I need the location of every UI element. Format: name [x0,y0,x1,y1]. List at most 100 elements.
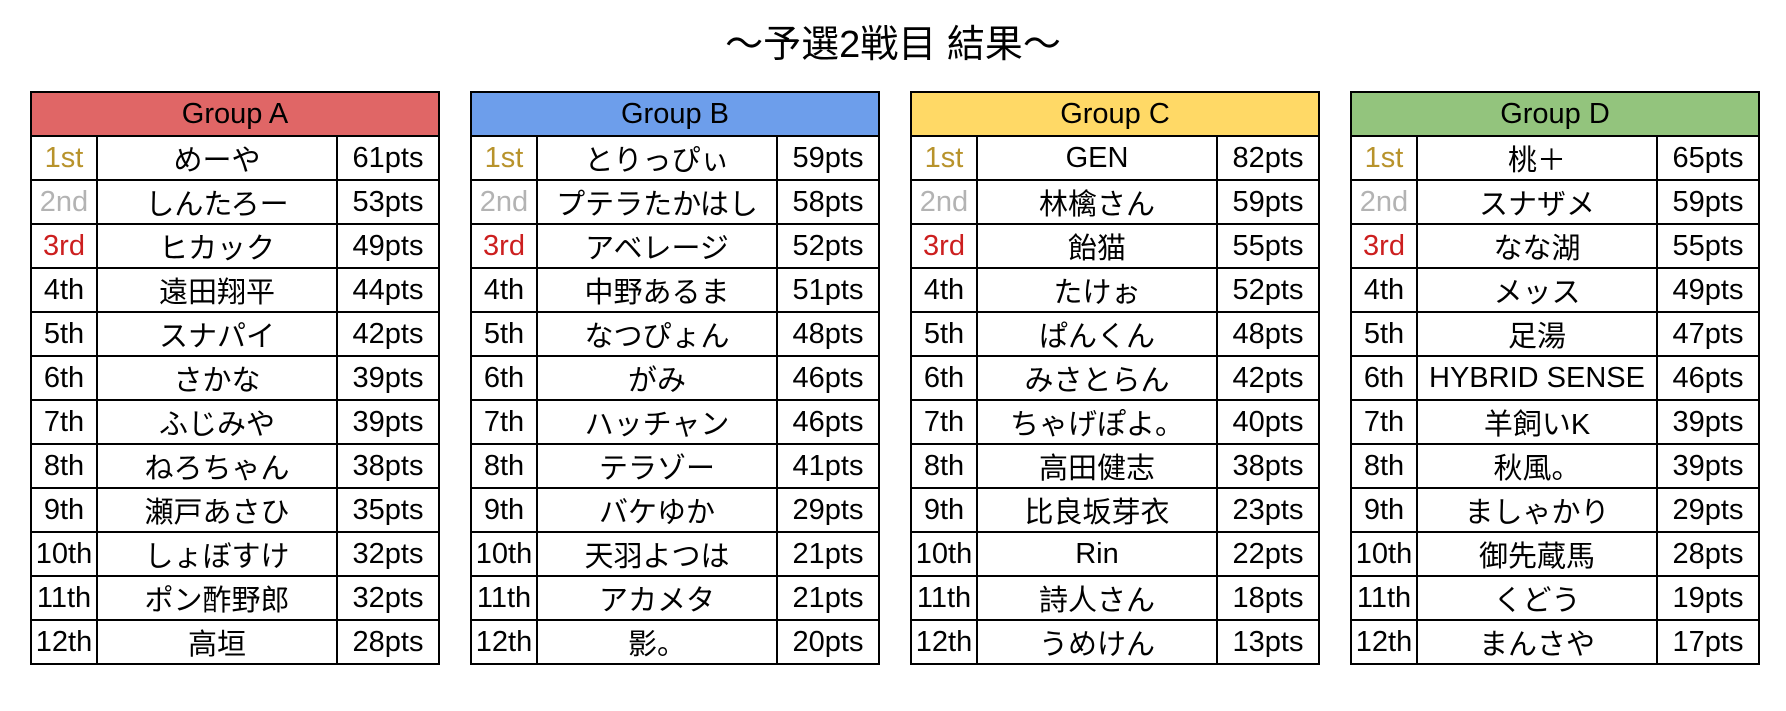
rank-cell: 2nd [910,179,978,225]
rank-cell: 10th [470,531,538,577]
group-a-table: Group A 1st めーや 61pts 2nd しんたろー 53pts 3rd ヒカック 49… [30,91,440,665]
table-row: 12th うめけん 13pts [910,619,1320,665]
points-cell: 48pts [776,311,880,357]
player-name-cell: スナザメ [1416,179,1658,225]
table-row: 11th 詩人さん 18pts [910,575,1320,621]
rank-cell: 6th [910,355,978,401]
table-row: 1st とりっぴぃ 59pts [470,135,880,181]
player-name-cell: ちゃげぽよ。 [976,399,1218,445]
table-row: 10th 天羽よつは 21pts [470,531,880,577]
points-cell: 55pts [1216,223,1320,269]
group-c-table: Group C 1st GEN 82pts 2nd 林檎さん 59pts 3rd 飴猫 55pts… [910,91,1320,665]
rank-cell: 11th [910,575,978,621]
points-cell: 59pts [1216,179,1320,225]
group-b-table: Group B 1st とりっぴぃ 59pts 2nd プテラたかはし 58pts 3rd アベ… [470,91,880,665]
points-cell: 21pts [776,531,880,577]
rank-cell: 1st [30,135,98,181]
player-name-cell: GEN [976,135,1218,181]
table-row: 10th 御先蔵馬 28pts [1350,531,1760,577]
rank-cell: 5th [1350,311,1418,357]
table-row: 2nd 林檎さん 59pts [910,179,1320,225]
rank-cell: 1st [1350,135,1418,181]
points-cell: 21pts [776,575,880,621]
table-row: 5th スナパイ 42pts [30,311,440,357]
rank-cell: 2nd [1350,179,1418,225]
group-b-header: Group B [470,91,880,137]
table-row: 11th アカメタ 21pts [470,575,880,621]
points-cell: 18pts [1216,575,1320,621]
group-d-table: Group D 1st 桃＋ 65pts 2nd スナザメ 59pts 3rd なな湖 55pts… [1350,91,1760,665]
table-row: 1st めーや 61pts [30,135,440,181]
player-name-cell: 羊飼いK [1416,399,1658,445]
table-row: 2nd プテラたかはし 58pts [470,179,880,225]
points-cell: 38pts [1216,443,1320,489]
table-row: 3rd ヒカック 49pts [30,223,440,269]
group-a-header: Group A [30,91,440,137]
rank-cell: 3rd [30,223,98,269]
player-name-cell: 林檎さん [976,179,1218,225]
rank-cell: 12th [910,619,978,665]
player-name-cell: とりっぴぃ [536,135,778,181]
player-name-cell: 比良坂芽衣 [976,487,1218,533]
rank-cell: 10th [30,531,98,577]
table-row: 8th ねろちゃん 38pts [30,443,440,489]
table-row: 5th なつぴょん 48pts [470,311,880,357]
table-row: 4th たけぉ 52pts [910,267,1320,313]
table-row: 8th テラゾー 41pts [470,443,880,489]
rank-cell: 7th [470,399,538,445]
table-row: 1st 桃＋ 65pts [1350,135,1760,181]
points-cell: 59pts [776,135,880,181]
rank-cell: 6th [470,355,538,401]
rank-cell: 1st [470,135,538,181]
table-row: 7th ちゃげぽよ。 40pts [910,399,1320,445]
points-cell: 52pts [1216,267,1320,313]
player-name-cell: なな湖 [1416,223,1658,269]
player-name-cell: ハッチャン [536,399,778,445]
rank-cell: 8th [1350,443,1418,489]
table-row: 9th 瀬戸あさひ 35pts [30,487,440,533]
player-name-cell: テラゾー [536,443,778,489]
rank-cell: 8th [910,443,978,489]
player-name-cell: アベレージ [536,223,778,269]
points-cell: 46pts [776,355,880,401]
rank-cell: 6th [30,355,98,401]
rank-cell: 7th [910,399,978,445]
table-row: 7th 羊飼いK 39pts [1350,399,1760,445]
rank-cell: 11th [1350,575,1418,621]
points-cell: 22pts [1216,531,1320,577]
table-row: 10th しょぼすけ 32pts [30,531,440,577]
rank-cell: 9th [470,487,538,533]
player-name-cell: みさとらん [976,355,1218,401]
player-name-cell: しょぼすけ [96,531,338,577]
table-row: 11th ポン酢野郎 32pts [30,575,440,621]
points-cell: 47pts [1656,311,1760,357]
rank-cell: 4th [1350,267,1418,313]
points-cell: 46pts [776,399,880,445]
points-cell: 40pts [1216,399,1320,445]
player-name-cell: プテラたかはし [536,179,778,225]
points-cell: 19pts [1656,575,1760,621]
points-cell: 49pts [336,223,440,269]
player-name-cell: ねろちゃん [96,443,338,489]
rank-cell: 10th [910,531,978,577]
table-row: 6th がみ 46pts [470,355,880,401]
rank-cell: 1st [910,135,978,181]
rank-cell: 12th [30,619,98,665]
player-name-cell: 桃＋ [1416,135,1658,181]
player-name-cell: しんたろー [96,179,338,225]
player-name-cell: 秋風。 [1416,443,1658,489]
table-row: 9th 比良坂芽衣 23pts [910,487,1320,533]
rank-cell: 4th [910,267,978,313]
table-row: 3rd アベレージ 52pts [470,223,880,269]
player-name-cell: Rin [976,531,1218,577]
table-row: 1st GEN 82pts [910,135,1320,181]
rank-cell: 5th [30,311,98,357]
player-name-cell: アカメタ [536,575,778,621]
points-cell: 55pts [1656,223,1760,269]
points-cell: 82pts [1216,135,1320,181]
rank-cell: 12th [1350,619,1418,665]
rank-cell: 11th [30,575,98,621]
player-name-cell: がみ [536,355,778,401]
table-row: 12th 高垣 28pts [30,619,440,665]
player-name-cell: メッス [1416,267,1658,313]
